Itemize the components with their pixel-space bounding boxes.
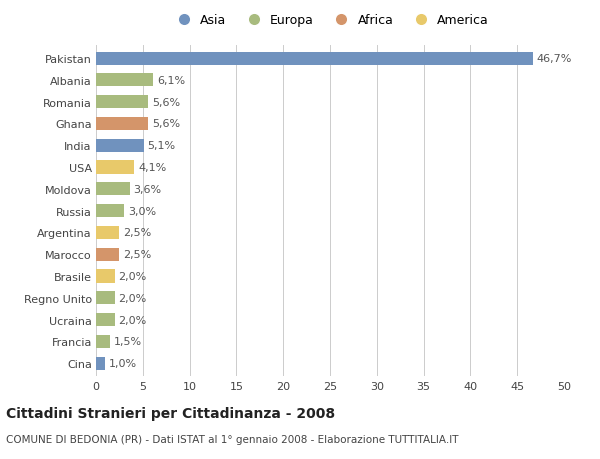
Bar	[96, 270, 115, 283]
Bar	[96, 248, 119, 261]
Text: Cittadini Stranieri per Cittadinanza - 2008: Cittadini Stranieri per Cittadinanza - 2…	[6, 406, 335, 420]
Text: 3,0%: 3,0%	[128, 206, 156, 216]
Text: 46,7%: 46,7%	[537, 54, 572, 64]
Text: 2,0%: 2,0%	[118, 271, 147, 281]
Text: 2,5%: 2,5%	[123, 250, 151, 260]
Bar	[96, 161, 134, 174]
Bar	[96, 140, 144, 152]
Text: 5,6%: 5,6%	[152, 119, 180, 129]
Bar	[96, 183, 130, 196]
Bar	[96, 96, 148, 109]
Text: 2,5%: 2,5%	[123, 228, 151, 238]
Text: 4,1%: 4,1%	[138, 162, 166, 173]
Bar	[96, 335, 110, 348]
Text: 2,0%: 2,0%	[118, 293, 147, 303]
Bar	[96, 205, 124, 218]
Text: 1,5%: 1,5%	[114, 336, 142, 347]
Bar	[96, 357, 106, 370]
Bar	[96, 52, 533, 66]
Text: 3,6%: 3,6%	[133, 185, 161, 195]
Text: 2,0%: 2,0%	[118, 315, 147, 325]
Text: 5,6%: 5,6%	[152, 97, 180, 107]
Text: 5,1%: 5,1%	[148, 141, 176, 151]
Bar	[96, 291, 115, 305]
Bar	[96, 313, 115, 326]
Text: 6,1%: 6,1%	[157, 76, 185, 86]
Bar	[96, 226, 119, 240]
Text: 1,0%: 1,0%	[109, 358, 137, 368]
Legend: Asia, Europa, Africa, America: Asia, Europa, Africa, America	[166, 9, 494, 32]
Bar	[96, 118, 148, 131]
Text: COMUNE DI BEDONIA (PR) - Dati ISTAT al 1° gennaio 2008 - Elaborazione TUTTITALIA: COMUNE DI BEDONIA (PR) - Dati ISTAT al 1…	[6, 434, 458, 444]
Bar	[96, 74, 153, 87]
